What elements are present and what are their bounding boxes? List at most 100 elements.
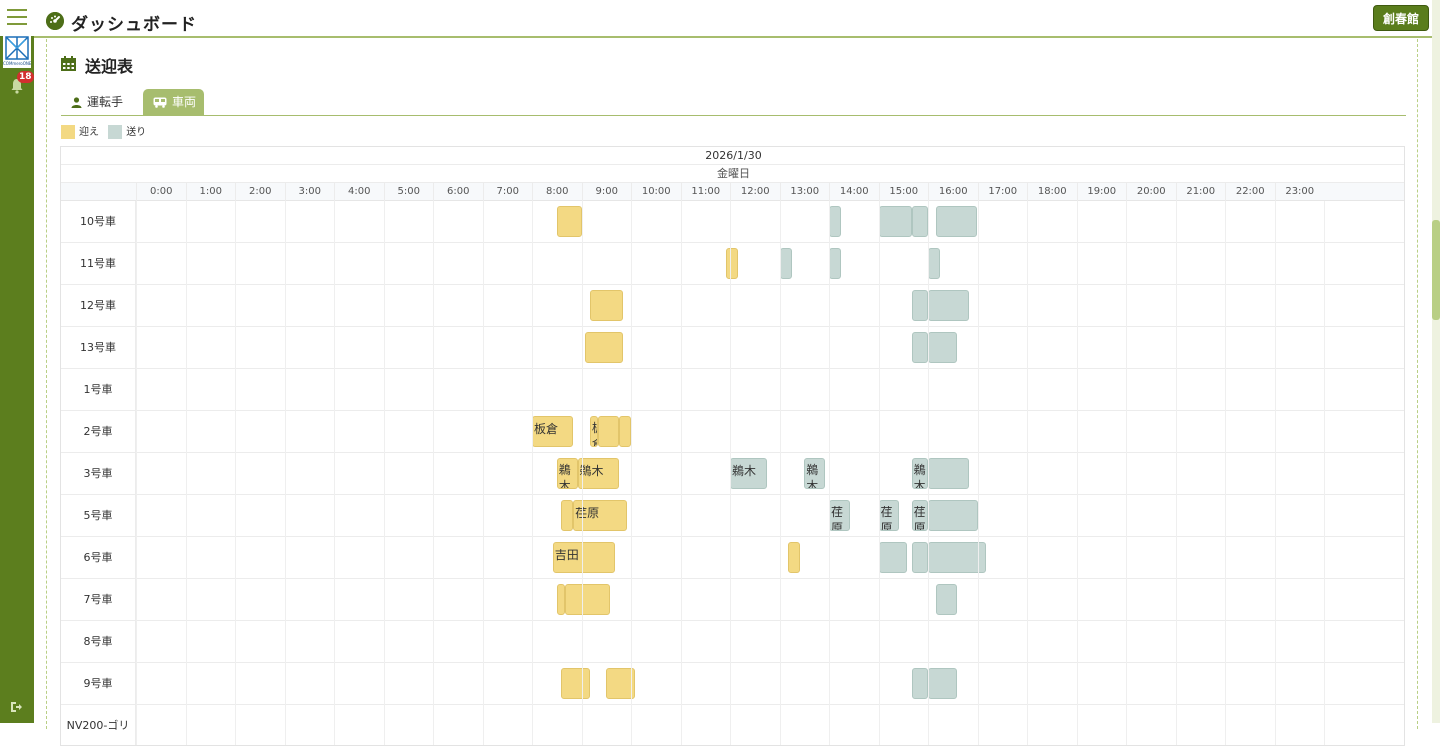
dropoff-event[interactable] xyxy=(928,668,957,699)
person-icon xyxy=(71,97,82,108)
vehicle-row: 13号車 xyxy=(61,327,1404,369)
pickup-event[interactable] xyxy=(597,416,619,447)
pickup-event[interactable]: 板倉 xyxy=(589,416,598,447)
dropoff-event[interactable] xyxy=(779,248,792,279)
pickup-event[interactable] xyxy=(618,416,631,447)
page-title: 送迎表 xyxy=(85,57,134,76)
vehicle-name: 11号車 xyxy=(61,243,136,285)
pickup-event[interactable] xyxy=(560,668,590,699)
pickup-event[interactable] xyxy=(556,584,566,615)
hamburger-menu-icon[interactable] xyxy=(7,9,27,25)
sidebar xyxy=(0,0,34,723)
hour-gridline xyxy=(284,201,286,745)
vehicle-row: 2号車 板倉板倉 xyxy=(61,411,1404,453)
vehicle-row: 12号車 xyxy=(61,285,1404,327)
app-logo[interactable]: COMmeroONE xyxy=(3,36,31,68)
pickup-event[interactable] xyxy=(726,248,739,279)
hour-gridline xyxy=(433,201,434,745)
hour-label: 16:00 xyxy=(928,183,978,201)
dropoff-event[interactable] xyxy=(878,542,908,573)
logout-icon[interactable] xyxy=(9,700,23,714)
hour-label: 12:00 xyxy=(730,183,780,201)
hour-label: 1:00 xyxy=(185,183,236,201)
facility-button[interactable]: 創春館 xyxy=(1372,5,1429,31)
vehicle-name: NV200-ゴリ xyxy=(61,705,136,745)
dropoff-event[interactable] xyxy=(928,332,957,363)
hour-header-row: 0:00 1:00 2:00 3:00 4:00 5:00 6:00 7:00 8:00 9:00… xyxy=(61,183,1404,201)
dropoff-event[interactable]: 鵜木 xyxy=(730,458,768,489)
dropoff-event[interactable]: 鵜木 xyxy=(911,458,928,489)
hour-label: 23:00 xyxy=(1274,183,1325,201)
pickup-event[interactable] xyxy=(787,542,801,573)
dropoff-event[interactable]: 鵜木 xyxy=(804,458,826,489)
pickup-event[interactable] xyxy=(565,584,611,615)
dropoff-event[interactable] xyxy=(911,290,928,321)
tab-driver[interactable]: 運転手 xyxy=(61,89,133,116)
pickup-event[interactable]: 鵜木 xyxy=(556,458,578,489)
legend-pickup-label: 迎え xyxy=(79,127,99,138)
hour-gridline xyxy=(532,201,533,745)
logo-icon xyxy=(5,36,29,60)
legend: 迎え 送り xyxy=(61,123,152,139)
dropoff-event[interactable] xyxy=(829,206,842,237)
legend-pickup: 迎え xyxy=(61,123,99,139)
pickup-event[interactable] xyxy=(585,332,623,363)
legend-dropoff-swatch xyxy=(108,125,123,139)
vehicle-row: 6号車 吉田 xyxy=(61,537,1404,579)
tab-driver-label: 運転手 xyxy=(87,95,124,109)
tab-vehicle[interactable]: 車両 xyxy=(143,89,205,116)
dropoff-event[interactable] xyxy=(928,248,941,279)
dropoff-event[interactable] xyxy=(878,206,912,237)
hour-label: 18:00 xyxy=(1027,183,1077,201)
pickup-event[interactable] xyxy=(556,206,582,237)
hour-label: 5:00 xyxy=(383,183,434,201)
pickup-event[interactable]: 板倉 xyxy=(532,416,574,447)
dropoff-event[interactable] xyxy=(911,332,928,363)
vehicle-name: 6号車 xyxy=(61,537,136,579)
hour-label: 20:00 xyxy=(1126,183,1176,201)
hour-label: 7:00 xyxy=(482,183,533,201)
vehicle-row: 1号車 xyxy=(61,369,1404,411)
hour-gridline xyxy=(1175,201,1177,745)
scrollbar-track[interactable] xyxy=(1432,0,1440,723)
hour-label: 6:00 xyxy=(433,183,483,201)
logo-text: COMmeroONE xyxy=(3,61,32,66)
hour-label: 22:00 xyxy=(1225,183,1275,201)
legend-pickup-swatch xyxy=(61,125,75,139)
legend-dropoff: 送り xyxy=(108,123,146,139)
dropoff-event[interactable] xyxy=(829,248,842,279)
hour-label: 17:00 xyxy=(977,183,1028,201)
pickup-event[interactable]: 吉田 xyxy=(552,542,615,573)
dropoff-event[interactable] xyxy=(928,458,970,489)
dropoff-event[interactable]: 荏原 xyxy=(878,500,900,531)
dropoff-event[interactable] xyxy=(928,500,978,531)
calendar-icon xyxy=(61,56,76,71)
dropoff-event[interactable] xyxy=(911,542,928,573)
hour-gridline xyxy=(779,201,781,745)
dropoff-event[interactable]: 荏原 xyxy=(911,500,928,531)
dropoff-event[interactable] xyxy=(936,206,978,237)
tab-vehicle-label: 車両 xyxy=(172,95,197,109)
pickup-event[interactable] xyxy=(560,500,574,531)
vehicle-name: 5号車 xyxy=(61,495,136,537)
hour-label: 4:00 xyxy=(334,183,384,201)
pickup-event[interactable] xyxy=(589,290,623,321)
dropoff-event[interactable] xyxy=(911,206,928,237)
hour-label: 19:00 xyxy=(1076,183,1127,201)
dropoff-event[interactable]: 荏原 xyxy=(829,500,850,531)
bus-icon xyxy=(153,97,167,108)
pickup-event[interactable] xyxy=(606,668,635,699)
hour-gridline xyxy=(878,201,880,745)
hour-label: 0:00 xyxy=(136,183,186,201)
dropoff-event[interactable] xyxy=(936,584,957,615)
hour-gridline xyxy=(1126,201,1127,745)
dropoff-event[interactable] xyxy=(928,290,970,321)
schedule-date: 2026/1/30 xyxy=(61,147,1404,165)
scrollbar-thumb[interactable] xyxy=(1432,220,1440,320)
vehicle-row: 10号車 xyxy=(61,201,1404,243)
hour-label: 14:00 xyxy=(829,183,879,201)
vehicle-name: 10号車 xyxy=(61,201,136,243)
dropoff-event[interactable] xyxy=(911,668,928,699)
pickup-event[interactable]: 鵜木 xyxy=(577,458,619,489)
vehicle-row: NV200-ゴリ xyxy=(61,705,1404,745)
